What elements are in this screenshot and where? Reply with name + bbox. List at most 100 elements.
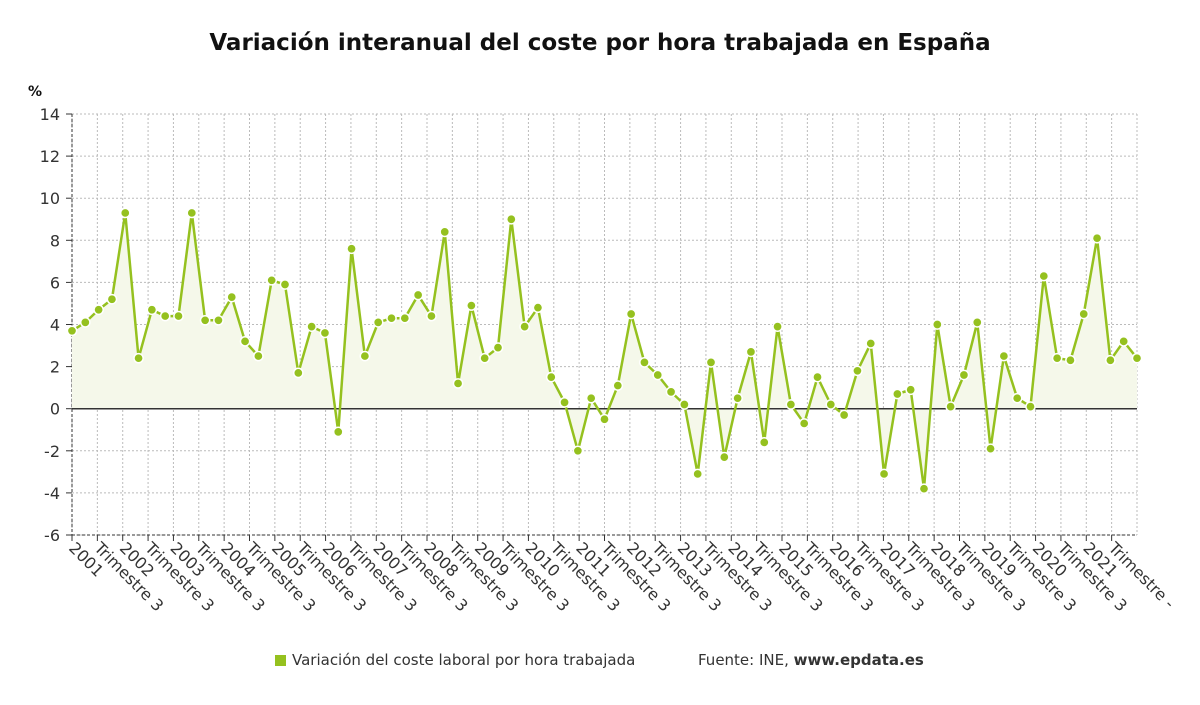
data-point (106, 293, 118, 305)
source-note: Fuente: INE, www.epdata.es (698, 651, 924, 669)
data-point (66, 325, 78, 337)
data-point (679, 399, 690, 410)
data-point (892, 388, 903, 400)
source-site: www.epdata.es (793, 651, 924, 669)
legend-swatch (275, 655, 286, 666)
y-tick-label: 4 (50, 316, 60, 335)
source-prefix: Fuente: INE, (698, 651, 794, 669)
data-point (332, 426, 344, 438)
data-point (79, 317, 91, 328)
y-tick-label: 8 (50, 231, 60, 250)
data-point (545, 371, 557, 383)
data-point (758, 437, 770, 448)
data-point (585, 392, 597, 404)
data-point (359, 350, 371, 362)
data-point (146, 304, 158, 316)
data-point (239, 335, 251, 347)
chart-title: Variación interanual del coste por hora … (209, 30, 991, 56)
data-point (612, 380, 624, 391)
data-point (665, 386, 677, 398)
data-point (386, 312, 397, 324)
legend-label: Variación del coste laboral por hora tra… (292, 651, 636, 669)
data-point (1038, 270, 1050, 282)
data-point (505, 213, 517, 225)
data-point (1091, 232, 1103, 244)
data-point (705, 357, 717, 368)
data-point (945, 401, 956, 412)
data-point (93, 304, 104, 316)
data-point (998, 350, 1010, 362)
data-point (1025, 401, 1036, 412)
data-point (412, 289, 424, 301)
data-point (1065, 354, 1076, 366)
y-tick-label: 0 (50, 400, 60, 419)
data-point (1131, 352, 1143, 364)
data-point (625, 308, 637, 320)
data-point (426, 310, 437, 322)
data-point (718, 451, 730, 463)
data-point (479, 352, 491, 364)
data-point (785, 399, 797, 410)
data-point (931, 319, 943, 330)
y-tick-label: -2 (44, 442, 60, 461)
data-point (1078, 308, 1090, 320)
data-point (838, 409, 850, 421)
y-tick-label: -4 (44, 484, 60, 503)
data-point (266, 274, 278, 286)
data-point (652, 369, 664, 381)
data-point (865, 338, 877, 349)
data-point (119, 207, 131, 219)
data-point (253, 350, 264, 362)
data-point (306, 321, 317, 332)
data-point (213, 314, 224, 326)
data-point (279, 279, 291, 290)
data-point (918, 483, 930, 495)
data-point (798, 418, 810, 429)
data-point (1105, 354, 1116, 366)
data-point (692, 468, 704, 480)
data-point (532, 302, 544, 314)
data-point (639, 357, 650, 368)
data-point (319, 327, 331, 339)
data-point (466, 300, 477, 311)
data-point (452, 378, 464, 389)
data-point (985, 443, 996, 455)
data-point (346, 243, 357, 255)
data-point (226, 291, 238, 303)
data-point (399, 312, 411, 324)
data-point (173, 310, 184, 322)
y-tick-label: 6 (50, 273, 60, 292)
data-point (292, 367, 304, 379)
data-point (159, 310, 171, 322)
data-point (599, 413, 610, 425)
data-point (971, 317, 983, 328)
y-tick-label: 2 (50, 358, 60, 377)
y-tick-label: 12 (40, 147, 60, 166)
data-point (572, 445, 584, 457)
data-point (519, 321, 530, 332)
data-point (559, 397, 570, 408)
data-point (825, 399, 837, 410)
data-point (772, 321, 783, 332)
data-point (1118, 335, 1130, 347)
data-point (186, 207, 198, 219)
data-point (958, 369, 970, 381)
data-point (812, 371, 823, 383)
y-tick-label: -6 (44, 526, 60, 545)
y-tick-label: 10 (40, 189, 60, 208)
data-point (492, 342, 504, 353)
data-point (905, 384, 917, 396)
data-point (199, 314, 211, 326)
data-point (878, 468, 890, 480)
data-point (1011, 392, 1023, 404)
y-axis-unit-label: % (28, 84, 43, 100)
data-point (852, 365, 863, 377)
y-tick-label: 14 (40, 105, 60, 124)
data-point (133, 352, 144, 364)
data-point (1051, 352, 1063, 364)
data-point (732, 392, 743, 404)
data-point (372, 317, 384, 328)
data-point (439, 226, 451, 238)
data-point (745, 346, 757, 358)
